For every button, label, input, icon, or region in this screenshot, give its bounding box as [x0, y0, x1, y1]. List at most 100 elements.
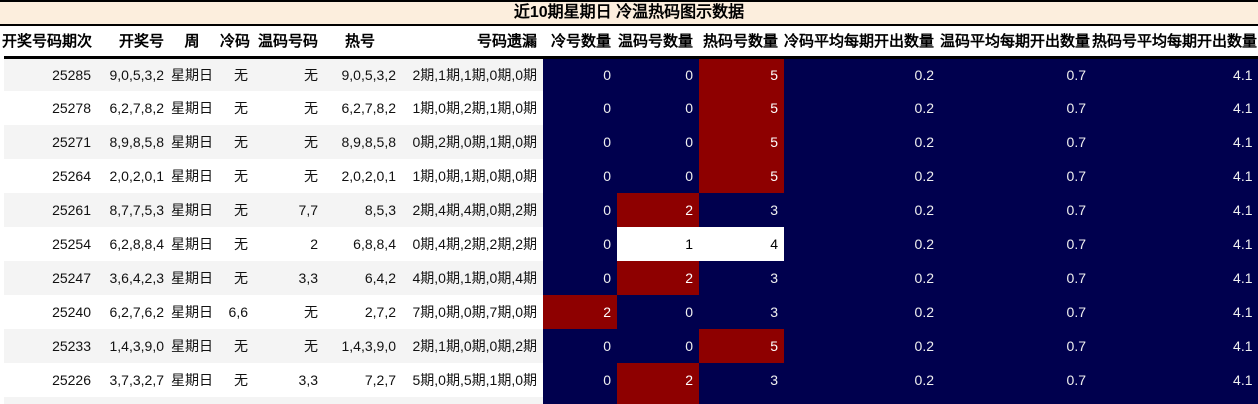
cell-draw: 8,7,7,5,3 [97, 193, 170, 227]
cell-cold: 无 [220, 261, 254, 295]
cell-draw: 9,0,5,3,2 [97, 57, 170, 91]
cell-cold_count: 0 [543, 125, 617, 159]
cell-warm_count: 2 [617, 261, 699, 295]
cell-hot_count: 5 [699, 91, 784, 125]
cell-hot_avg: 4.1 [1092, 125, 1258, 159]
cell-hot: 1,4,3,9,0 [324, 329, 402, 363]
cell-warm_count: 2 [617, 363, 699, 397]
header-draw: 开奖号 [97, 26, 170, 57]
cell-cold: 无 [220, 159, 254, 193]
cell-hot_avg: 4.1 [1092, 261, 1258, 295]
cell-warm: 2 [254, 227, 324, 261]
header-hot: 热号 [324, 26, 402, 57]
cell-miss: 1期,0期,1期,0期,0期 [402, 159, 543, 193]
cell-period: 25278 [0, 91, 97, 125]
cell-warm: 无 [254, 295, 324, 329]
cell-cold_avg: 0.2 [784, 295, 940, 329]
cell-cold_avg: 0.2 [784, 261, 940, 295]
cell-draw: 6,2,7,8,2 [97, 91, 170, 125]
cell-cold: 6,6 [220, 295, 254, 329]
cell-week: 星期日 [170, 159, 220, 193]
cell-warm: 无 [254, 57, 324, 91]
cell-period: 25240 [0, 295, 97, 329]
table-row: 25271 8,9,8,5,8 星期日无无 8,9,8,5,8 0期,2期,0期,1期,… [0, 125, 1258, 159]
cell-cold: 无 [220, 57, 254, 91]
table-row: 25226 3,7,3,2,7 星期日无 3,3 7,2,7 5期,0期,5期,1期,0期… [0, 363, 1258, 397]
cell-hot_avg: 4.1 [1092, 363, 1258, 397]
cell-cold_avg: 0.2 [784, 125, 940, 159]
cell-warm: 无 [254, 159, 324, 193]
cell-week: 星期日 [170, 329, 220, 363]
cell-miss: 4期,0期,1期,0期,4期 [402, 261, 543, 295]
cell-warm_avg: 0.7 [940, 193, 1092, 227]
table-row: 25261 8,7,7,5,3 星期日无 7,7 8,5,3 2期,4期,4期,0期,2期… [0, 193, 1258, 227]
cell-miss: 2期,1期,0期,0期,2期 [402, 329, 543, 363]
cell-warm_count: 0 [617, 295, 699, 329]
cell-hot: 6,4,2 [324, 261, 402, 295]
table-row: 25240 6,2,7,6,2 星期日 6,6 无 2,7,2 7期,0期,0期,7期,0期… [0, 295, 1258, 329]
cell-hot_count [699, 397, 784, 404]
cell-miss: 7期,0期,0期,7期,0期 [402, 295, 543, 329]
cell-draw: 1,4,3,9,0 [97, 329, 170, 363]
cell-warm_count: 0 [617, 57, 699, 91]
cell-miss: 0期,4期,2期,2期,2期 [402, 227, 543, 261]
cell-cold_count: 0 [543, 91, 617, 125]
cell-miss: 0期,2期,0期,1期,0期 [402, 125, 543, 159]
table-row: 25233 1,4,3,9,0 星期日无无 1,4,3,9,0 2期,1期,0期,0期,… [0, 329, 1258, 363]
cell-hot_avg: 4.1 [1092, 193, 1258, 227]
cell-cold_avg: 0.2 [784, 363, 940, 397]
cell-warm_count: 0 [617, 159, 699, 193]
header-hot_avg: 热码号平均每期开出数量 [1092, 26, 1258, 57]
table-row: 25247 3,6,4,2,3 星期日无 3,3 6,4,2 4期,0期,1期,0期,4期… [0, 261, 1258, 295]
cell-hot_count: 5 [699, 159, 784, 193]
cell-warm_avg: 0.7 [940, 125, 1092, 159]
cell-hot: 2,7,2 [324, 295, 402, 329]
cell-cold_count: 0 [543, 159, 617, 193]
cell-hot_count: 3 [699, 261, 784, 295]
cell-warm_count: 0 [617, 91, 699, 125]
cell-week: 星期日 [170, 125, 220, 159]
cell-period: 25285 [0, 57, 97, 91]
cell-hot [324, 397, 402, 404]
cell-warm_avg [940, 397, 1092, 404]
cell-hot: 8,9,8,5,8 [324, 125, 402, 159]
cell-miss: 2期,4期,4期,0期,2期 [402, 193, 543, 227]
header-warm_count: 温码号数量 [617, 26, 699, 57]
table-row: 25278 6,2,7,8,2 星期日无无 6,2,7,8,2 1期,0期,2期,1期,… [0, 91, 1258, 125]
cell-cold_avg: 0.2 [784, 329, 940, 363]
cell-cold: 无 [220, 193, 254, 227]
cell-cold_count: 0 [543, 329, 617, 363]
cell-hot: 9,0,5,3,2 [324, 57, 402, 91]
cell-period: 25264 [0, 159, 97, 193]
cell-period: 25247 [0, 261, 97, 295]
cell-cold: 无 [220, 329, 254, 363]
table-row: 25264 2,0,2,0,1 星期日无无 2,0,2,0,1 1期,0期,1期,0期,… [0, 159, 1258, 193]
cell-period [0, 397, 97, 404]
cell-hot: 6,8,8,4 [324, 227, 402, 261]
cell-warm: 无 [254, 125, 324, 159]
header-cold: 冷码 [220, 26, 254, 57]
cell-warm: 无 [254, 329, 324, 363]
table-row: 25254 6,2,8,8,4 星期日无 2 6,8,8,4 0期,4期,2期,2期,2期… [0, 227, 1258, 261]
cell-warm_avg: 0.7 [940, 261, 1092, 295]
cell-warm_avg: 0.7 [940, 329, 1092, 363]
cell-cold: 无 [220, 91, 254, 125]
cell-hot: 7,2,7 [324, 363, 402, 397]
cell-warm_avg: 0.7 [940, 57, 1092, 91]
cell-cold_count: 0 [543, 261, 617, 295]
cell-cold_avg: 0.2 [784, 91, 940, 125]
cell-hot_count: 3 [699, 295, 784, 329]
cell-week [170, 397, 220, 404]
cell-warm_count: 0 [617, 329, 699, 363]
cell-hot: 6,2,7,8,2 [324, 91, 402, 125]
cell-cold_count: 0 [543, 57, 617, 91]
header-warm_avg: 温码平均每期开出数量 [940, 26, 1092, 57]
cell-hot_avg [1092, 397, 1258, 404]
table-row: 25285 9,0,5,3,2 星期日无无 9,0,5,3,2 2期,1期,1期,0期,… [0, 57, 1258, 91]
cell-cold_count: 2 [543, 295, 617, 329]
cell-period: 25261 [0, 193, 97, 227]
stats-table: 开奖号码期次 开奖号周冷码 温码号码 热号 号码遗漏 冷号数量 温码号数量 热码号数量 冷码平均… [0, 26, 1258, 404]
cell-hot_avg: 4.1 [1092, 295, 1258, 329]
cell-warm_count: 0 [617, 125, 699, 159]
